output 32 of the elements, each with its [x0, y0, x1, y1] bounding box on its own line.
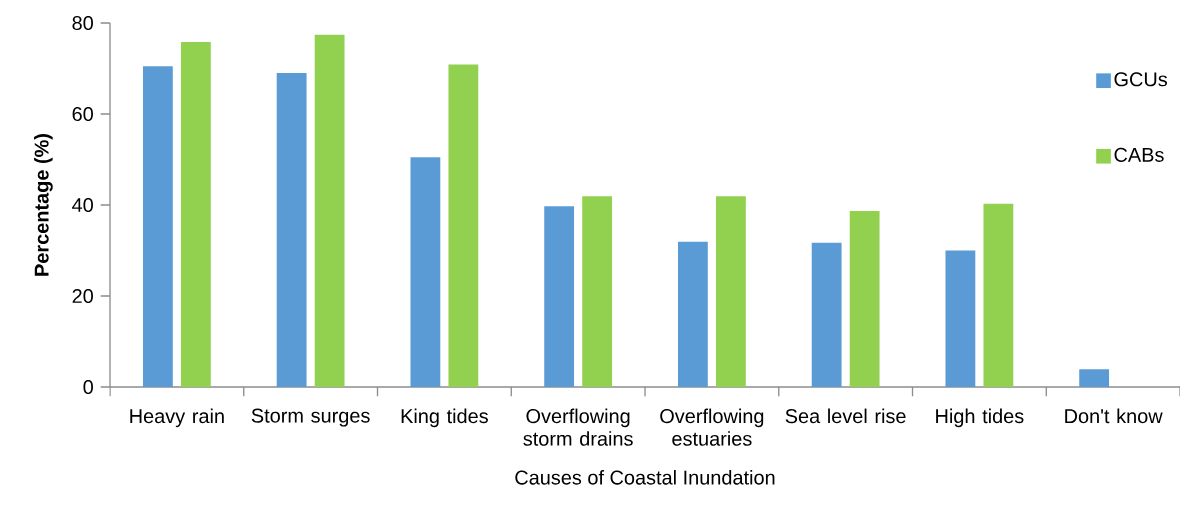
bar	[1079, 369, 1110, 387]
bar	[849, 210, 880, 387]
bar	[180, 42, 211, 387]
legend-label: CABs	[1114, 147, 1164, 162]
bar	[945, 250, 976, 387]
y-tick-label: 0	[83, 379, 93, 395]
bar	[276, 73, 307, 387]
y-tick-label: 20	[72, 288, 93, 304]
x-tick-label: Sea level rise	[785, 408, 906, 424]
y-tick-label: 80	[72, 15, 93, 31]
bar	[983, 203, 1014, 387]
x-tick-label: High tides	[936, 408, 1024, 428]
bar	[142, 66, 173, 387]
x-tick-label: Overflowing storm drains	[523, 408, 633, 446]
bar	[811, 242, 842, 387]
bar	[544, 206, 575, 387]
legend-label: GCUs	[1114, 72, 1168, 87]
bar	[677, 241, 708, 387]
bar	[448, 64, 479, 387]
y-axis-title: Percentage (%)	[34, 134, 53, 276]
x-tick-label: Don't know	[1065, 408, 1163, 424]
bar	[715, 196, 746, 387]
bar	[410, 157, 441, 387]
x-tick-label: Overflowing estuaries	[660, 408, 764, 446]
x-axis-title: Causes of Coastal Inundation	[515, 470, 775, 485]
bar	[582, 196, 613, 387]
x-tick-label: Storm surges	[251, 408, 370, 427]
y-tick-label: 40	[72, 197, 93, 213]
y-tick-label: 60	[72, 106, 93, 122]
x-tick-label: Heavy rain	[130, 408, 224, 428]
x-tick-label: King tides	[401, 408, 488, 428]
bar	[314, 34, 345, 387]
